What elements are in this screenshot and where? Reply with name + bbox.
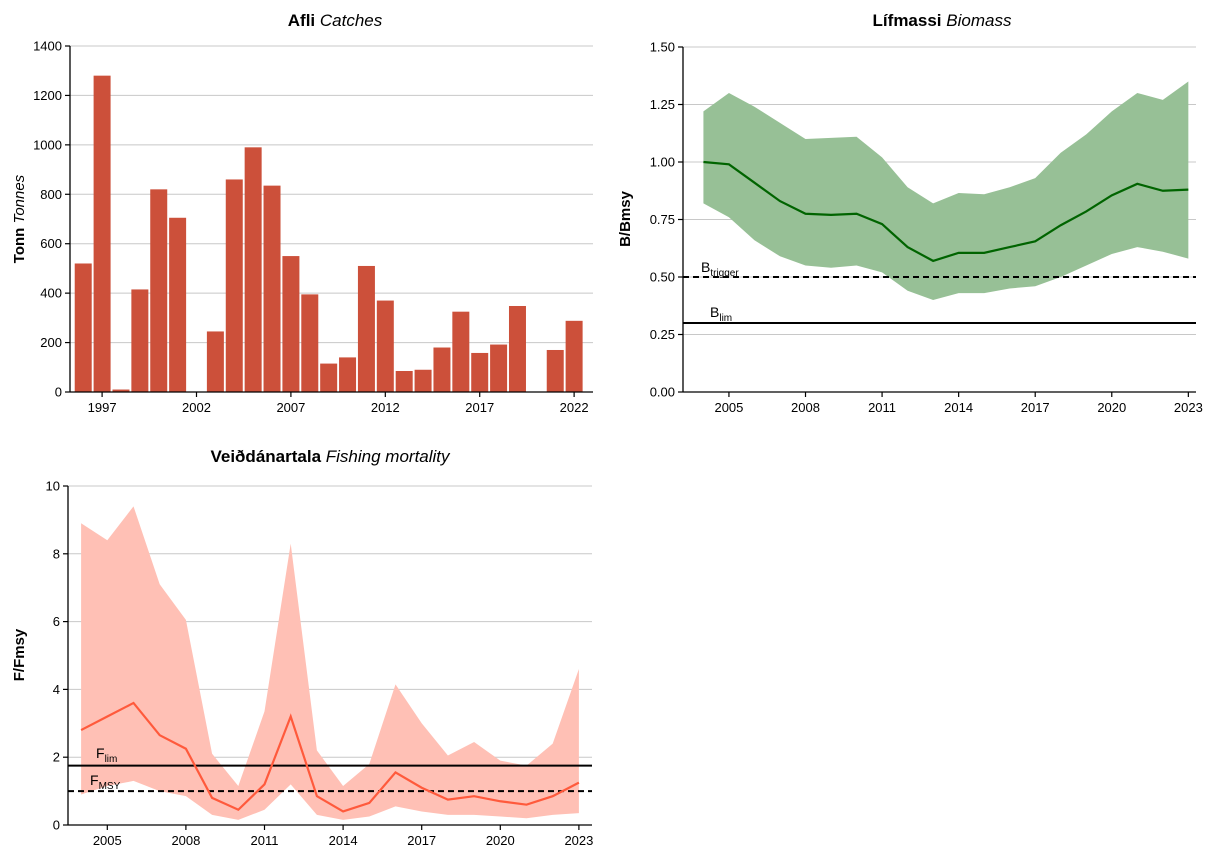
- catch-bar: [357, 265, 375, 392]
- fishing-y-axis-label: F/Fmsy: [11, 628, 28, 681]
- catches-title-bold: Afli: [288, 11, 315, 30]
- catches-x-tick-label: 1997: [88, 400, 117, 415]
- catches-y-tick-label: 200: [40, 335, 62, 350]
- catch-bar: [433, 347, 451, 392]
- biomass-y-tick-label: 0.50: [650, 270, 675, 285]
- biomass-title-italic: Biomass: [946, 11, 1012, 30]
- fishing-title: Veiðdánartala Fishing mortality: [210, 447, 451, 466]
- catches-title-italic: Catches: [320, 11, 383, 30]
- catch-bar: [244, 147, 262, 392]
- catch-bar: [74, 263, 92, 392]
- catches-y-tick-label: 800: [40, 187, 62, 202]
- biomass-axes: 0.00 0.25 0.50 0.75 1.00 1.25 1.50 2005 2008 2011…: [650, 40, 1203, 416]
- catches-y-tick-label: 400: [40, 286, 62, 301]
- biomass-x-tick-label: 2023: [1174, 400, 1203, 415]
- catches-axes: 0 200 400 600 800 1000 1200 1400 1997 2002 2007 201…: [33, 39, 593, 415]
- catches-panel: Afli Catches Tonn Tonnes 0 200 400 600 800 10…: [11, 11, 593, 415]
- biomass-x-tick-label: 2008: [791, 400, 820, 415]
- catches-y-tick-label: 1200: [33, 88, 62, 103]
- biomass-confidence-band: [703, 81, 1189, 300]
- biomass-x-tick-label: 2020: [1097, 400, 1126, 415]
- fishing-y-tick-label: 10: [46, 479, 60, 494]
- fishing-title-bold: Veiðdánartala: [210, 447, 321, 466]
- catch-bar: [282, 256, 300, 392]
- fishing-median-line: [80, 701, 580, 813]
- fishing-x-tick-label: 2005: [93, 833, 122, 848]
- catch-bar: [225, 179, 243, 392]
- catches-x-tick-label: 2012: [371, 400, 400, 415]
- biomass-y-tick-label: 0.25: [650, 327, 675, 342]
- biomass-x-tick-label: 2011: [868, 400, 896, 415]
- fishing-y-tick-label: 4: [53, 682, 60, 697]
- catch-bar: [376, 300, 394, 392]
- biomass-title-bold: Lífmassi: [873, 11, 942, 30]
- catches-ylabel-bold: Tonn: [11, 228, 28, 264]
- catches-ylabel-italic: Tonnes: [11, 174, 28, 223]
- catch-bar: [490, 344, 508, 392]
- biomass-series: [683, 81, 1196, 324]
- fishing-x-tick-label: 2017: [407, 833, 436, 848]
- biomass-x-tick-label: 2014: [944, 400, 973, 415]
- btrigger-label: Btrigger: [701, 259, 739, 279]
- catch-bar: [565, 320, 583, 392]
- catch-bar: [339, 357, 357, 392]
- biomass-x-tick-label: 2017: [1021, 400, 1050, 415]
- catch-bar: [414, 369, 432, 392]
- catch-bar: [395, 370, 413, 392]
- catch-bar: [546, 349, 564, 392]
- catch-bar: [301, 294, 319, 392]
- catch-bar: [93, 75, 111, 393]
- catches-x-tick-label: 2022: [560, 400, 589, 415]
- catches-x-tick-label: 2002: [182, 400, 211, 415]
- catch-bar: [320, 363, 338, 392]
- biomass-y-tick-label: 1.50: [650, 40, 675, 55]
- fishing-panel: Veiðdánartala Fishing mortality F/Fmsy 0…: [11, 447, 593, 848]
- biomass-x-tick-label: 2005: [714, 400, 743, 415]
- fishing-x-tick-label: 2023: [564, 833, 593, 848]
- biomass-y-tick-label: 0.00: [650, 385, 675, 400]
- fishing-confidence-band: [81, 506, 579, 820]
- biomass-y-axis-label: B/Bmsy: [617, 190, 634, 247]
- biomass-title: Lífmassi Biomass: [873, 11, 1012, 30]
- fishing-y-tick-label: 2: [53, 750, 60, 765]
- fishing-x-tick-label: 2020: [486, 833, 515, 848]
- catch-bar: [206, 331, 224, 392]
- catches-y-tick-label: 1000: [33, 137, 62, 152]
- biomass-y-tick-label: 1.00: [650, 155, 675, 170]
- catches-bars: [74, 75, 583, 393]
- blim-label: Blim: [710, 304, 732, 324]
- catches-x-tick-label: 2007: [276, 400, 305, 415]
- fmsy-label: FMSY: [90, 772, 121, 792]
- catch-bar: [508, 305, 526, 392]
- fishing-y-tick-label: 8: [53, 546, 60, 561]
- fishing-y-tick-label: 0: [53, 818, 60, 833]
- fishing-y-tick-label: 6: [53, 614, 60, 629]
- biomass-y-tick-label: 0.75: [650, 212, 675, 227]
- biomass-y-tick-label: 1.25: [650, 97, 675, 112]
- fishing-x-tick-label: 2014: [329, 833, 358, 848]
- catches-y-tick-label: 1400: [33, 39, 62, 54]
- catch-bar: [169, 217, 187, 392]
- catches-y-axis-label: Tonn Tonnes: [11, 174, 28, 263]
- fishing-x-tick-label: 2008: [171, 833, 200, 848]
- catch-bar: [112, 389, 130, 392]
- biomass-panel: Lífmassi Biomass B/Bmsy 0.00 0.25 0.50 0.75…: [617, 11, 1203, 415]
- flim-label: Flim: [96, 745, 117, 765]
- catches-gridlines: [70, 45, 593, 344]
- catch-bar: [150, 189, 168, 392]
- fishing-x-tick-label: 2011: [251, 833, 279, 848]
- catch-bar: [263, 185, 281, 392]
- catch-bar: [452, 311, 470, 392]
- fishing-axes: 0 2 4 6 8 10 2005 2008 2011 2014 2017 2020 2023: [46, 479, 594, 849]
- biomass-median-line: [703, 160, 1189, 263]
- catches-title: Afli Catches: [288, 11, 383, 30]
- fishing-title-italic: Fishing mortality: [326, 447, 451, 466]
- catch-bar: [131, 289, 149, 392]
- catch-bar: [471, 352, 489, 392]
- catches-y-tick-label: 0: [55, 385, 62, 400]
- fishing-series: [68, 506, 592, 820]
- catches-y-tick-label: 600: [40, 236, 62, 251]
- catches-x-tick-label: 2017: [465, 400, 494, 415]
